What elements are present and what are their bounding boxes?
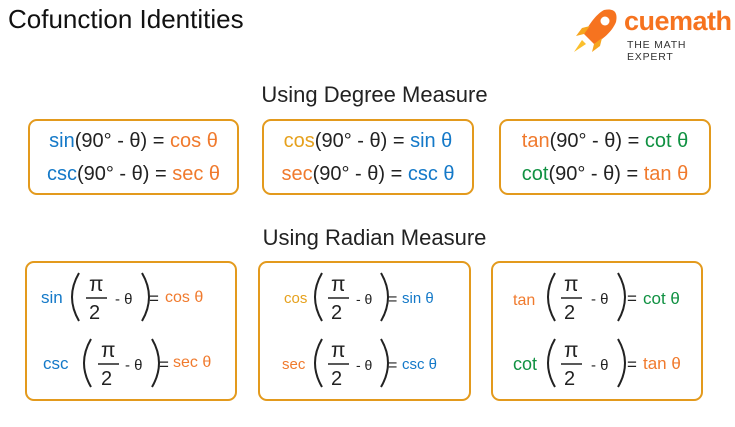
result: csc θ <box>402 356 437 373</box>
radian-formulas: sin π 2 - θ = cos θ csc π 2 - θ = sec θ <box>41 272 211 390</box>
argument: (90° - θ) = <box>314 130 411 152</box>
pi-numerator: π <box>331 339 346 362</box>
left-paren <box>547 338 556 388</box>
left-paren <box>71 272 80 322</box>
function-name: cot <box>521 163 549 185</box>
function-name: csc <box>43 354 69 373</box>
cuemath-logo: cuemath THE MATH EXPERT <box>568 6 732 63</box>
radian-formulas: tan π 2 - θ = cot θ cot π 2 - θ = tan θ <box>513 272 681 390</box>
left-paren <box>314 272 323 322</box>
radian-formulas: cos π 2 - θ = sin θ sec π 2 - θ = csc θ <box>282 272 437 390</box>
function-name: cot <box>513 354 537 374</box>
denominator-two: 2 <box>101 368 112 390</box>
function-name: cos <box>283 130 315 152</box>
result: cos θ <box>165 289 203 306</box>
radian-box-cos-sec: cos π 2 - θ = sin θ sec π 2 - θ = csc θ <box>258 261 471 401</box>
identity-line: cos(90° - θ) = sin θ <box>264 130 472 153</box>
equals-sign: = <box>149 289 159 308</box>
right-paren <box>617 272 626 322</box>
argument: (90° - θ) = <box>548 163 644 185</box>
radian-section-title: Using Radian Measure <box>262 225 487 250</box>
identity-row: csc π 2 - θ = sec θ <box>43 338 211 390</box>
right-paren <box>617 338 626 388</box>
equals-sign: = <box>159 355 169 374</box>
equals-sign: = <box>627 355 637 374</box>
brand-tagline: THE MATH EXPERT <box>627 39 687 63</box>
minus-theta: - θ <box>356 291 373 307</box>
rocket-icon <box>574 9 617 52</box>
denominator-two: 2 <box>564 368 575 390</box>
result: tan θ <box>643 163 689 185</box>
minus-theta: - θ <box>356 357 373 373</box>
degree-box-sin-csc: sin(90° - θ) = cos θ csc(90° - θ) = sec … <box>28 119 239 195</box>
degree-section-title: Using Degree Measure <box>261 82 488 107</box>
result: sec θ <box>173 354 211 371</box>
function-name: cos <box>284 290 307 307</box>
left-paren <box>314 338 323 388</box>
left-paren <box>83 338 92 388</box>
function-name: tan <box>513 292 535 309</box>
argument: (90° - θ) = <box>76 163 173 185</box>
identity-row: sec π 2 - θ = csc θ <box>282 338 437 390</box>
function-name: sin <box>41 288 63 307</box>
minus-theta: - θ <box>591 357 609 374</box>
identity-line: sin(90° - θ) = cos θ <box>30 130 237 153</box>
result: csc θ <box>407 163 455 185</box>
result: cot θ <box>643 289 680 308</box>
identity-row: cos π 2 - θ = sin θ <box>284 272 434 324</box>
result: sec θ <box>172 163 221 185</box>
identity-line: cot(90° - θ) = tan θ <box>501 163 709 186</box>
degree-box-tan-cot: tan(90° - θ) = cot θ cot(90° - θ) = tan … <box>499 119 711 195</box>
identity-row: sin π 2 - θ = cos θ <box>41 272 203 324</box>
right-paren <box>151 338 160 388</box>
minus-theta: - θ <box>125 357 143 374</box>
minus-theta: - θ <box>591 291 609 308</box>
result: sin θ <box>410 130 453 152</box>
identity-row: cot π 2 - θ = tan θ <box>513 338 681 390</box>
pi-numerator: π <box>89 273 104 296</box>
right-paren <box>141 272 150 322</box>
page-title: Cofunction Identities <box>8 4 244 34</box>
brand-name: cuemath <box>624 6 732 36</box>
degree-box-cos-sec: cos(90° - θ) = sin θ sec(90° - θ) = csc … <box>262 119 474 195</box>
pi-numerator: π <box>101 339 116 362</box>
result: cot θ <box>644 130 689 152</box>
identity-line: tan(90° - θ) = cot θ <box>501 130 709 153</box>
function-name: sin <box>49 130 75 152</box>
equals-sign: = <box>388 357 397 374</box>
pi-numerator: π <box>564 273 579 296</box>
radian-box-sin-csc: sin π 2 - θ = cos θ csc π 2 - θ = sec θ <box>25 261 237 401</box>
equals-sign: = <box>627 289 637 308</box>
right-paren <box>380 338 389 388</box>
result: sin θ <box>402 290 434 307</box>
argument: (90° - θ) = <box>312 163 408 185</box>
denominator-two: 2 <box>89 302 100 324</box>
pi-numerator: π <box>331 273 346 296</box>
minus-theta: - θ <box>115 291 133 308</box>
right-paren <box>380 272 389 322</box>
function-name: tan <box>521 130 550 152</box>
function-name: sec <box>281 163 313 185</box>
argument: (90° - θ) = <box>549 130 645 152</box>
argument: (90° - θ) = <box>74 130 171 152</box>
equals-sign: = <box>388 291 397 308</box>
identity-row: tan π 2 - θ = cot θ <box>513 272 680 324</box>
denominator-two: 2 <box>331 368 342 390</box>
function-name: csc <box>46 163 77 185</box>
denominator-two: 2 <box>564 302 575 324</box>
result: tan θ <box>643 354 681 373</box>
radian-box-tan-cot: tan π 2 - θ = cot θ cot π 2 - θ = tan θ <box>491 261 703 401</box>
identity-line: sec(90° - θ) = csc θ <box>264 163 472 186</box>
left-paren <box>547 272 556 322</box>
result: cos θ <box>170 130 218 152</box>
pi-numerator: π <box>564 339 579 362</box>
function-name: sec <box>282 356 306 373</box>
identity-line: csc(90° - θ) = sec θ <box>30 163 237 186</box>
denominator-two: 2 <box>331 302 342 324</box>
